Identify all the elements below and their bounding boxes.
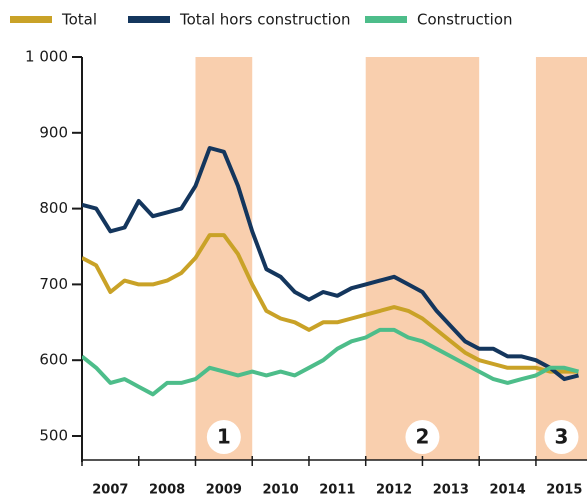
y-tick-label: 1 000 — [25, 48, 68, 66]
x-tick-label: 2007 — [92, 483, 128, 498]
x-tick-label: 2009 — [206, 483, 242, 498]
x-tick-label: 2010 — [263, 483, 299, 498]
period-label: 1 — [217, 425, 231, 449]
legend-label: Total — [61, 11, 97, 29]
legend-swatch — [10, 16, 52, 23]
series-line — [82, 233, 579, 374]
y-tick-label: 800 — [39, 199, 68, 217]
x-tick-label: 2015 — [546, 483, 582, 498]
period-badge — [206, 420, 241, 454]
period-band — [365, 57, 480, 460]
y-tick-label: 600 — [39, 351, 68, 369]
period-label: 2 — [415, 425, 429, 449]
y-tick-label: 500 — [39, 427, 68, 445]
period-badge — [544, 420, 579, 454]
x-tick-label: 2013 — [433, 483, 469, 498]
legend-label: Total hors construction — [179, 11, 351, 29]
y-tick-label: 700 — [39, 275, 68, 293]
period-band — [535, 57, 587, 460]
legend-swatch — [128, 16, 170, 23]
series-line — [82, 146, 580, 382]
series-line — [82, 327, 580, 397]
x-tick-label: 2014 — [489, 483, 525, 498]
y-tick-label: 900 — [39, 123, 68, 141]
legend-label: Construction — [417, 11, 513, 29]
legend-swatch — [365, 16, 407, 23]
x-tick-label: 2012 — [376, 483, 412, 498]
x-tick-label: 2008 — [149, 483, 185, 498]
x-tick-label: 2011 — [319, 483, 355, 498]
period-band — [195, 57, 253, 460]
period-label: 3 — [555, 425, 569, 449]
period-badge — [405, 420, 440, 454]
